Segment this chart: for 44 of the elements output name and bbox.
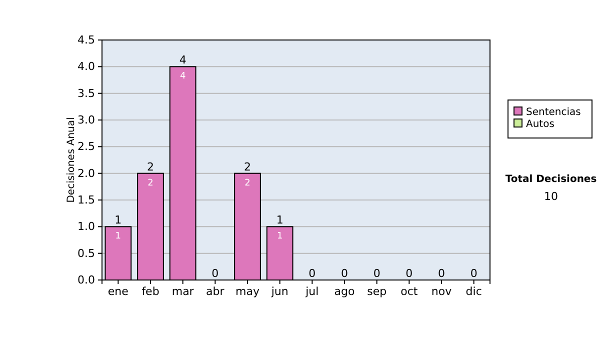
total-label: 0	[341, 267, 348, 280]
total-label: 0	[470, 267, 478, 280]
total-label: 0	[406, 267, 413, 280]
total-label: 0	[308, 267, 316, 280]
total-label: 4	[179, 54, 186, 67]
data-label: 2	[148, 178, 154, 188]
x-tick-label: may	[236, 284, 260, 298]
data-label: 4	[180, 72, 186, 82]
y-tick-label: 4.0	[78, 60, 95, 74]
data-label: 1	[276, 232, 283, 242]
x-tick-label: oct	[400, 284, 418, 298]
y-axis-title: Decisiones Anual	[66, 117, 77, 203]
total-label: 0	[212, 267, 219, 280]
y-tick-label: 1.5	[78, 194, 95, 207]
total-label: 0	[373, 267, 380, 280]
data-label: 1	[115, 232, 122, 242]
total-label: 0	[438, 267, 445, 280]
text: 10	[544, 190, 558, 203]
x-tick-label: feb	[142, 284, 160, 298]
total-label: 1	[276, 214, 284, 227]
y-tick-label: 3.0	[78, 114, 95, 127]
legend-label: Sentencias	[526, 107, 581, 118]
total-label: 2	[147, 160, 154, 174]
y-tick-label: 2.5	[78, 140, 95, 154]
x-tick-label: dic	[466, 284, 482, 298]
legend-label: Autos	[526, 119, 554, 130]
x-tick-label: ene	[108, 284, 129, 298]
x-tick-label: jun	[270, 284, 288, 298]
y-tick-label: 4.5	[78, 34, 95, 47]
y-tick-label: 1.0	[78, 220, 95, 234]
y-tick-label: 0.5	[78, 246, 95, 260]
x-tick-label: abr	[206, 284, 225, 298]
data-label: 2	[244, 178, 250, 188]
y-tick-label: 3.5	[78, 86, 95, 100]
x-tick-label: mar	[172, 284, 194, 298]
total-label: 1	[114, 214, 122, 227]
x-tick-label: nov	[431, 284, 452, 298]
text: Total Decisiones	[505, 174, 597, 185]
x-tick-label: sep	[367, 284, 387, 298]
y-tick-label: 2.0	[78, 166, 95, 180]
x-tick-label: jul	[304, 284, 319, 298]
total-label: 2	[244, 160, 251, 174]
y-tick-label: 0.0	[78, 274, 95, 287]
x-tick-label: ago	[334, 284, 355, 298]
